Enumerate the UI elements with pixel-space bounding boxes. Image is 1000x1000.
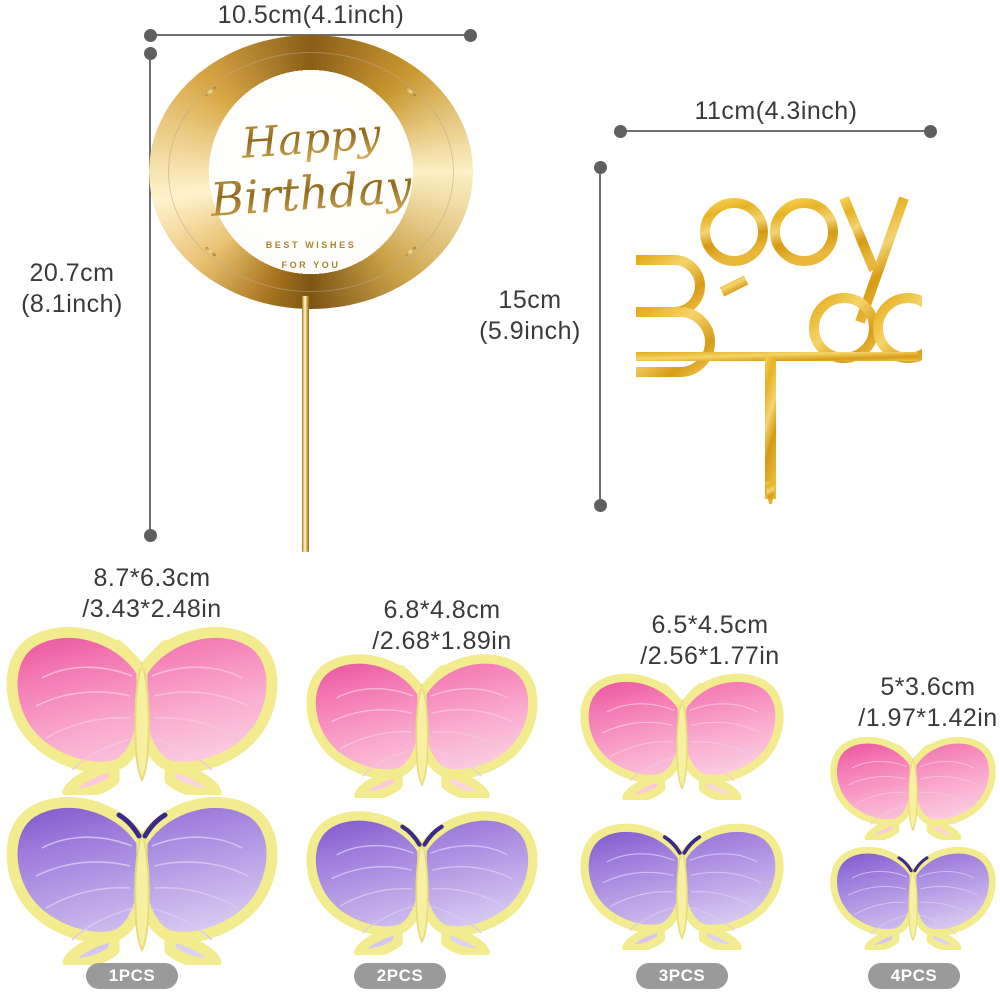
round-height-dot-bottom xyxy=(144,529,157,542)
hoop-subtext-best-wishes: BEST WISHES xyxy=(265,240,357,250)
acrylic-height-dot-top xyxy=(594,161,607,174)
butterfly-qty-badge-2: 2PCS xyxy=(354,963,446,989)
butterfly-size-label-1: 8.7*6.3cm /3.43*2.48in xyxy=(82,564,222,623)
butterfly-pink-2 xyxy=(306,648,538,803)
butterfly-pink-1 xyxy=(6,620,278,800)
butterfly-purple-2 xyxy=(306,805,538,960)
butterfly-pink-4 xyxy=(830,732,996,845)
round-hoop-topper: Happy Birthday BEST WISHES FOR YOU xyxy=(149,35,473,309)
acrylic-topper-width-line xyxy=(620,130,930,132)
butterfly-qty-badge-3: 3PCS xyxy=(636,963,728,989)
butterfly-purple-3 xyxy=(580,818,784,955)
butterfly-size-label-2: 6.8*4.8cm /2.68*1.89in xyxy=(372,596,512,655)
butterfly-size-label-3: 6.5*4.5cm /2.56*1.77in xyxy=(640,611,780,670)
round-topper-height-label: 20.7cm (8.1inch) xyxy=(21,259,123,318)
round-height-dot-top xyxy=(144,47,157,60)
hoop-gold-stick xyxy=(302,296,309,552)
butterfly-pink-3 xyxy=(580,668,784,805)
round-topper-width-label: 10.5cm(4.1inch) xyxy=(217,1,405,29)
round-topper-height-line xyxy=(149,52,151,536)
acrylic-topper-svg xyxy=(631,170,922,504)
hoop-inner-outline xyxy=(168,52,454,292)
acrylic-height-dot-bottom xyxy=(594,499,607,512)
round-width-dot-left xyxy=(144,29,157,42)
butterfly-qty-badge-1: 1PCS xyxy=(86,963,178,989)
acrylic-topper-height-label: 15cm (5.9inch) xyxy=(479,286,581,345)
acrylic-width-dot-left xyxy=(614,125,627,138)
acrylic-topper-width-label: 11cm(4.3inch) xyxy=(694,97,858,125)
hoop-subtext-for-you: FOR YOU xyxy=(281,260,341,270)
butterfly-purple-1 xyxy=(6,790,278,970)
round-width-dot-right xyxy=(464,29,477,42)
butterfly-purple-4 xyxy=(830,842,996,955)
acrylic-topper-height-line xyxy=(599,166,601,506)
butterfly-qty-badge-4: 4PCS xyxy=(868,963,960,989)
butterfly-size-label-4: 5*3.6cm /1.97*1.42in xyxy=(858,673,998,732)
acrylic-word-topper xyxy=(622,152,922,507)
acrylic-width-dot-right xyxy=(924,125,937,138)
